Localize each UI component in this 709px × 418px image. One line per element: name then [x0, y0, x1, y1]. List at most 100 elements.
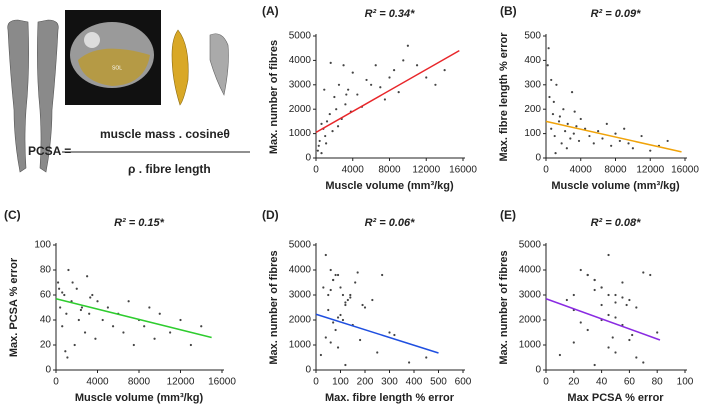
y-axis-label: Max. number of fibres [268, 250, 280, 364]
x-tick-label: 4000 [86, 377, 109, 388]
point [342, 64, 345, 67]
y-tick-label: 3000 [289, 79, 312, 90]
point [553, 134, 556, 138]
fit-line [55, 298, 212, 339]
point [336, 346, 340, 349]
point [388, 331, 391, 334]
point [332, 321, 335, 324]
y-tick-label: 5000 [289, 240, 312, 251]
y-tick-label: 5000 [289, 31, 312, 42]
y-tick-label: 1000 [289, 340, 312, 351]
point [106, 306, 109, 309]
point [319, 353, 322, 357]
x-tick-label: 4000 [570, 165, 593, 176]
point [548, 95, 551, 99]
point [329, 61, 332, 64]
point [88, 312, 91, 315]
point [588, 134, 591, 138]
point [572, 293, 575, 297]
point [558, 115, 562, 118]
x-tick-label: 12000 [167, 377, 195, 388]
x-tick-label: 80 [652, 377, 664, 388]
point [341, 318, 345, 322]
x-axis-label: Muscle volume (mm³/kg) [75, 392, 204, 404]
point [332, 278, 335, 282]
point [96, 300, 99, 303]
point [627, 142, 630, 145]
point [614, 293, 617, 297]
point [71, 281, 74, 284]
point [625, 303, 628, 307]
point [565, 147, 568, 150]
point [554, 152, 557, 155]
point [577, 139, 581, 143]
point [344, 303, 347, 307]
point [607, 313, 610, 317]
point [550, 78, 553, 82]
y-tick-label: 2000 [519, 315, 542, 326]
point [61, 291, 64, 294]
point [324, 336, 327, 339]
x-tick-label: 0 [313, 165, 319, 176]
point [415, 64, 419, 67]
x-axis-label: Muscle volume (mm³/kg) [551, 180, 680, 192]
point [570, 91, 574, 94]
chart-title: R² = 0.09* [591, 8, 642, 20]
point [122, 331, 125, 334]
point [614, 316, 617, 319]
point [601, 137, 604, 140]
point [573, 110, 576, 113]
point [635, 306, 638, 309]
point [579, 321, 582, 324]
x-axis-label: Max PCSA % error [567, 392, 664, 404]
point [635, 356, 638, 359]
point [324, 134, 327, 138]
point [614, 132, 617, 135]
point [101, 318, 104, 322]
point [551, 112, 555, 116]
point [83, 331, 87, 334]
point [402, 59, 405, 62]
point [337, 83, 341, 86]
x-tick-label: 40 [596, 377, 608, 388]
y-tick-label: 80 [40, 265, 52, 276]
point [143, 325, 146, 328]
point [397, 91, 400, 94]
y-tick-label: 60 [40, 290, 52, 301]
point [592, 142, 595, 145]
point [642, 361, 645, 364]
point [66, 356, 69, 359]
point [65, 312, 68, 315]
x-tick-label: 16000 [208, 377, 236, 388]
x-tick-label: 20 [568, 377, 580, 388]
x-tick-label: 0 [543, 165, 549, 176]
point [80, 306, 84, 309]
point [344, 103, 347, 106]
point [607, 346, 610, 349]
formula-denominator: ρ . fibre length [128, 162, 211, 176]
point [169, 331, 172, 334]
point [425, 356, 428, 359]
point [327, 293, 330, 297]
point [345, 93, 348, 96]
point [607, 293, 610, 297]
y-axis-label: Max. number of fibres [268, 40, 280, 154]
point [381, 273, 384, 277]
point [91, 293, 94, 297]
y-axis-label: Max. number of fibres [498, 250, 510, 364]
point [593, 288, 596, 292]
x-tick-label: 8000 [604, 165, 627, 176]
y-tick-label: 400 [524, 55, 541, 66]
point [593, 278, 596, 282]
y-tick-label: 200 [524, 104, 541, 115]
x-tick-label: 60 [624, 377, 636, 388]
point [552, 100, 555, 103]
y-tick-label: 1000 [289, 128, 312, 139]
point [200, 325, 203, 328]
point [640, 134, 643, 138]
point [370, 83, 373, 86]
x-tick-label: 4000 [342, 165, 365, 176]
point [351, 71, 354, 74]
point [546, 64, 549, 67]
point [379, 86, 382, 89]
